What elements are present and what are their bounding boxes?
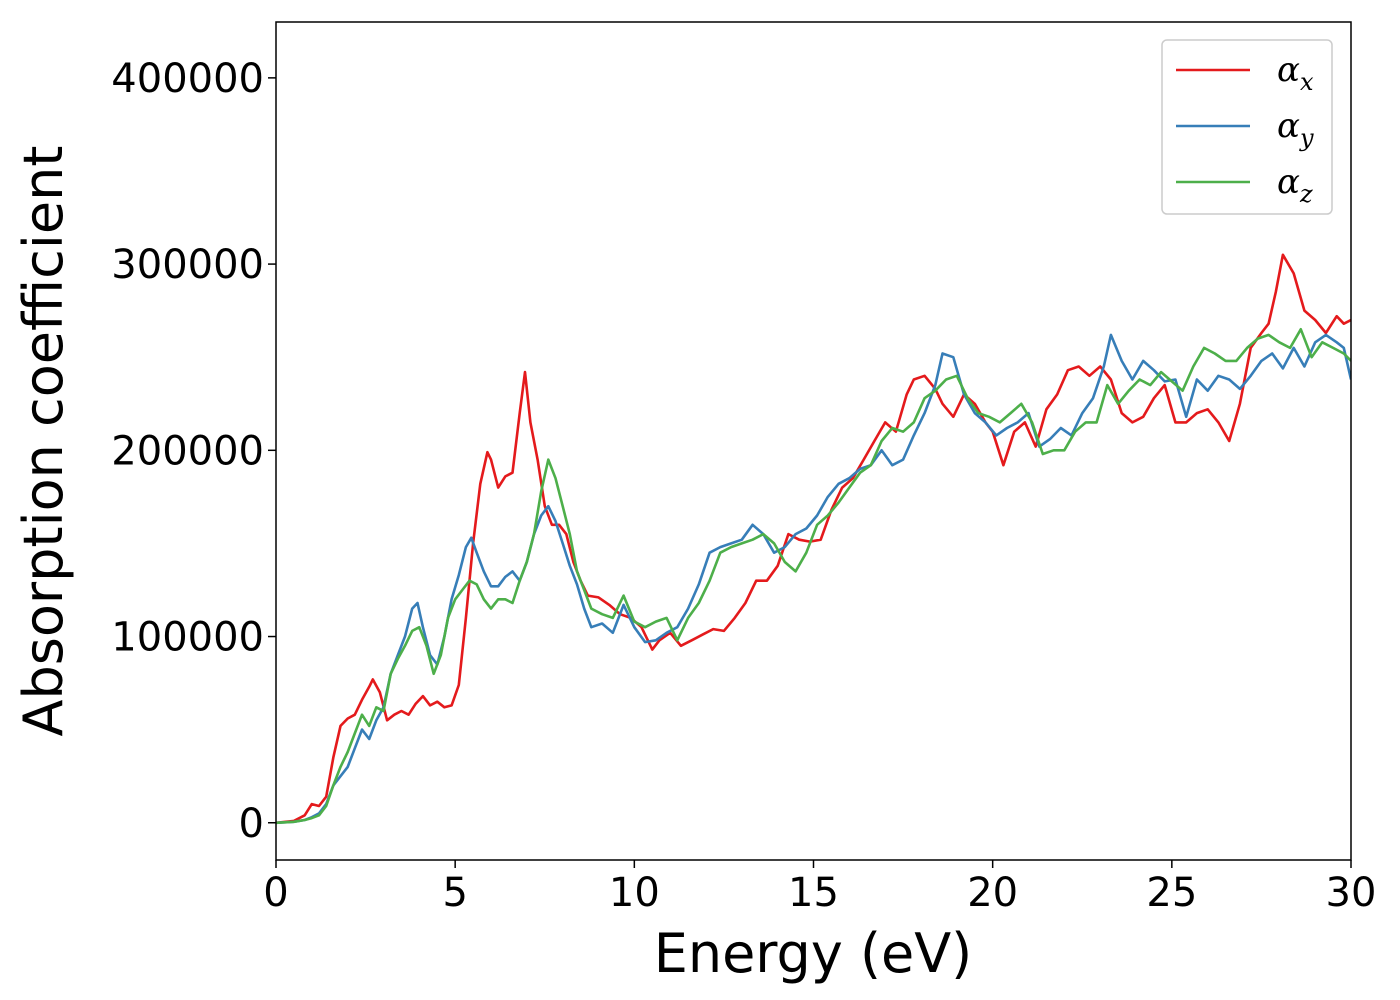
x-tick-label: 0 <box>263 870 288 916</box>
alpha-x-series-line <box>276 253 1351 825</box>
y-tick-label: 0 <box>239 801 264 847</box>
x-tick-label: 10 <box>609 870 660 916</box>
x-tick-label: 30 <box>1326 870 1377 916</box>
legend-label: αy <box>1277 106 1314 152</box>
series-lines <box>276 253 1351 825</box>
x-axis-label: Energy (eV) <box>654 922 973 985</box>
y-tick-label: 200000 <box>111 428 264 474</box>
x-tick-label: 5 <box>442 870 467 916</box>
x-axis-ticks: 0 5 10 15 20 25 30 <box>263 860 1376 916</box>
x-tick-label: 20 <box>967 870 1018 916</box>
alpha-y-series-line <box>276 333 1351 825</box>
legend-label: αz <box>1277 162 1313 208</box>
y-tick-label: 100000 <box>111 615 264 661</box>
legend: αx αy αz <box>1161 39 1333 215</box>
x-tick-label: 25 <box>1146 870 1197 916</box>
y-tick-label: 400000 <box>111 56 264 102</box>
y-tick-label: 300000 <box>111 242 264 288</box>
legend-label: αx <box>1277 50 1314 96</box>
y-axis-ticks: 0 100000 200000 300000 400000 <box>111 56 276 847</box>
x-tick-label: 15 <box>788 870 839 916</box>
y-axis-label: Absorption coefficient <box>12 146 75 737</box>
alpha-z-series-line <box>276 327 1351 825</box>
